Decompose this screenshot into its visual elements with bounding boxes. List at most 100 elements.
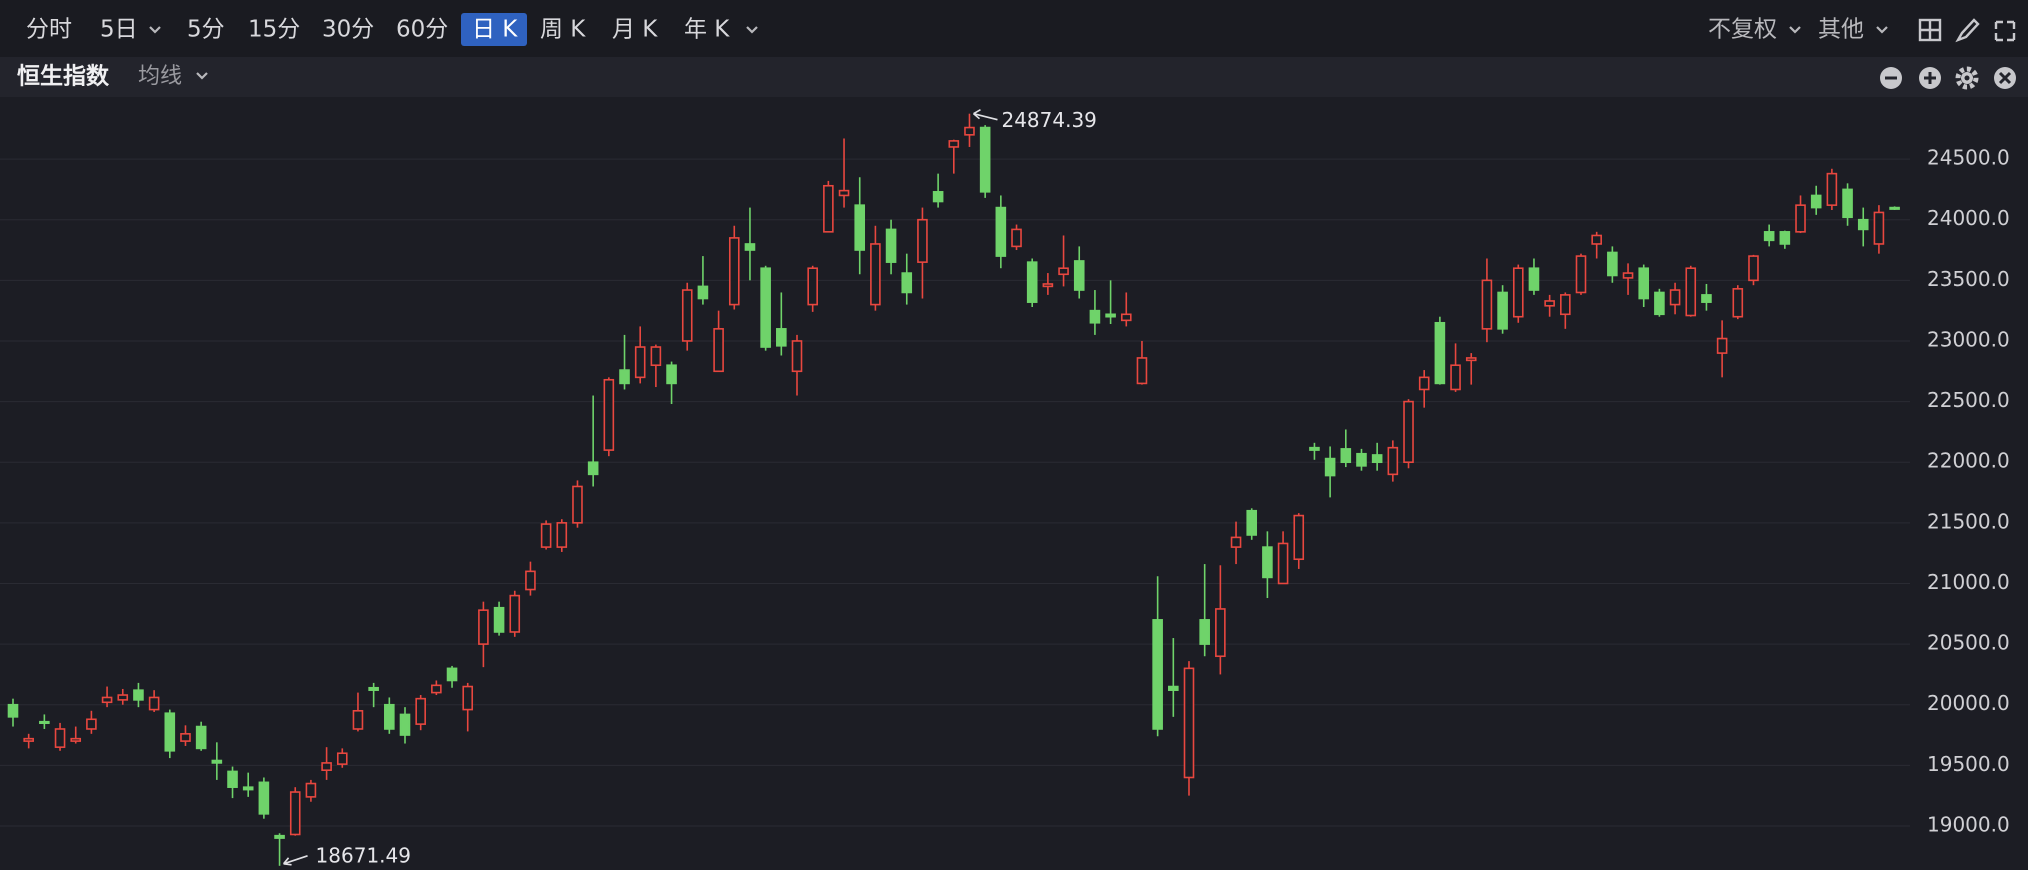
candle-body (1512, 267, 1524, 318)
period-tab[interactable]: 5分 (187, 17, 225, 43)
candle-body (870, 243, 881, 306)
plus-button[interactable] (1919, 67, 1941, 89)
candle-body (1560, 294, 1571, 316)
candle-body (1889, 206, 1900, 210)
candle-body (995, 206, 1007, 257)
candle-body (1058, 267, 1069, 276)
candle-body (368, 686, 379, 691)
grid-icon[interactable] (1918, 18, 1942, 42)
candle-body (572, 485, 583, 524)
candle-body (1262, 546, 1273, 579)
candle-body (1403, 400, 1414, 464)
candle-body (399, 713, 411, 736)
candle-body (1654, 291, 1665, 316)
candle-body (1622, 272, 1634, 279)
period-tab[interactable]: 30分 (322, 17, 374, 43)
candle-body (1638, 267, 1650, 300)
candle-body (70, 737, 82, 742)
adjust-menu[interactable]: 不复权 (1708, 17, 1777, 43)
candle-body (478, 609, 489, 645)
candle-body (1465, 357, 1477, 362)
candle-body (948, 140, 960, 148)
period-tab[interactable]: 60分 (396, 17, 448, 43)
candle-body (258, 781, 270, 815)
close-button[interactable] (1994, 67, 2016, 89)
candle-body (1324, 457, 1336, 477)
candle-body (39, 720, 50, 725)
low-arrow (282, 855, 308, 866)
y-tick-label: 24500.0 (1927, 146, 2010, 170)
other-menu[interactable]: 其他 (1818, 17, 1864, 43)
draw-icon[interactable] (1955, 18, 1980, 43)
period-tab[interactable]: 年 K (684, 17, 730, 43)
period-tabs: 分时 5日 5分 15分 30分 60分日 K 周 K 月 K 年 K (26, 13, 730, 46)
candle-body (1685, 267, 1697, 317)
period-tab[interactable]: 分时 (26, 17, 72, 43)
y-tick-label: 23500.0 (1927, 267, 2010, 291)
candle-body (305, 782, 317, 798)
indicator-menu[interactable]: 均线 (138, 64, 182, 89)
candle-body (274, 834, 285, 839)
active-tab-bg (461, 13, 527, 46)
y-tick-label: 19000.0 (1927, 812, 2010, 836)
candle-body (1544, 300, 1555, 307)
candle-body (352, 709, 364, 730)
candle-body (101, 696, 113, 704)
candle-body (1340, 448, 1352, 464)
candle-body (681, 289, 693, 342)
candle-body (1810, 194, 1822, 209)
fullscreen-icon[interactable] (1994, 20, 2016, 42)
candle-body (713, 328, 724, 373)
candle-body (666, 364, 677, 385)
candle-body (1716, 337, 1728, 354)
candle-body (164, 712, 176, 752)
candle-body (1183, 667, 1195, 779)
candle-body (242, 786, 254, 791)
candle-body (728, 237, 740, 306)
candle-body (117, 694, 129, 701)
candle-body (1418, 376, 1430, 391)
candle-body (446, 667, 458, 682)
candle-body (336, 752, 348, 765)
candle-body (917, 218, 928, 263)
candle-body (1763, 231, 1775, 242)
low-label: 18671.49 (316, 843, 411, 867)
candle-body (1591, 234, 1602, 245)
period-tab[interactable]: 日 K (472, 17, 518, 43)
candle-body (823, 184, 834, 233)
candle-body (211, 759, 223, 764)
candle-body (195, 725, 207, 750)
candle-body (1230, 536, 1242, 548)
candle-body (760, 267, 771, 348)
period-tab[interactable]: 15分 (248, 17, 300, 43)
period-tab[interactable]: 周 K (540, 17, 586, 43)
candle-body (1779, 231, 1791, 245)
y-tick-label: 22000.0 (1927, 449, 2010, 473)
candle-body (932, 191, 944, 203)
y-tick-label: 20000.0 (1927, 691, 2010, 715)
settings-button[interactable] (1955, 66, 1979, 90)
candle-body (1089, 309, 1101, 324)
candle-body (901, 272, 913, 294)
candlestick-chart: 19000.0 19500.0 20000.0 20500.0 21000.0 21500… (0, 108, 2010, 867)
candle-body (1120, 313, 1132, 322)
candle-body (384, 703, 395, 730)
candle-body (1481, 279, 1493, 330)
candle-body (1026, 261, 1038, 303)
candle-body (1293, 514, 1305, 561)
y-tick-label: 21500.0 (1927, 509, 2010, 533)
panel-header (0, 57, 2028, 97)
y-tick-label: 21000.0 (1927, 570, 2010, 594)
period-tab[interactable]: 5日 (100, 17, 138, 43)
candle-body (1732, 288, 1744, 318)
candle-body (979, 126, 991, 193)
candle-body (525, 570, 536, 591)
candle-body (744, 243, 756, 251)
period-tab[interactable]: 月 K (612, 17, 658, 43)
candle-body (1199, 619, 1210, 645)
chevron (1876, 26, 1888, 34)
candle-body (791, 340, 803, 373)
minus-button[interactable] (1880, 67, 1902, 89)
candle-body (289, 791, 301, 836)
